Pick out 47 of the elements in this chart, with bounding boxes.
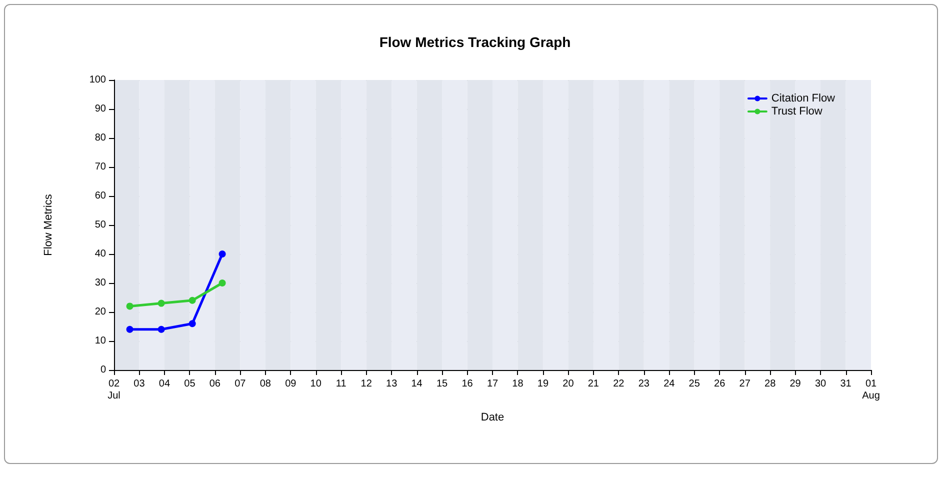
x-tick-label: 03 <box>134 378 146 390</box>
x-tick-label: 07 <box>234 378 246 390</box>
x-tick-label: 29 <box>790 378 802 390</box>
y-tick-label: 70 <box>94 162 106 172</box>
x-tick-label: 24 <box>664 378 676 390</box>
y-tick-label: 0 <box>100 364 106 376</box>
x-tick-label: 13 <box>386 378 398 390</box>
x-tick-label: 19 <box>537 378 549 390</box>
x-tick-label: 06 <box>209 378 221 390</box>
x-tick-label: 01 Aug <box>862 378 880 402</box>
x-tick-label: 11 <box>336 378 347 390</box>
y-tick-label: 60 <box>94 190 106 202</box>
y-tick-label: 40 <box>94 248 106 260</box>
x-tick-label: 09 <box>285 378 297 390</box>
y-tick-label: 30 <box>94 278 106 288</box>
x-tick-label: 26 <box>714 378 726 390</box>
x-axis-title: Date <box>480 412 504 424</box>
x-tick-label: 14 <box>411 378 423 390</box>
x-tick-label: 27 <box>739 378 751 390</box>
x-tick-label: 16 <box>462 378 474 390</box>
x-tick-label: 15 <box>436 378 448 390</box>
y-tick-label: 100 <box>89 74 106 86</box>
x-tick-label: 21 <box>588 378 600 390</box>
y-tick-label: 50 <box>94 220 106 230</box>
x-tick-label: 22 <box>613 378 625 390</box>
x-tick-label: 23 <box>638 378 650 390</box>
x-tick-label: 10 <box>310 378 322 390</box>
x-tick-label: 12 <box>360 378 372 390</box>
x-tick-label: 20 <box>562 378 574 390</box>
y-axis-title: Flow Metrics <box>42 194 54 256</box>
x-tick-label: 25 <box>688 378 700 390</box>
legend-label: Citation Flow <box>771 92 836 104</box>
x-tick-label: 28 <box>764 378 776 390</box>
x-tick-label: 17 <box>486 378 498 390</box>
x-tick-label: 18 <box>512 378 524 390</box>
y-tick-label: 90 <box>94 104 106 114</box>
y-tick-label: 10 <box>94 336 106 346</box>
x-tick-label: 04 <box>158 378 170 390</box>
chart-title: Flow Metrics Tracking Graph <box>379 34 571 50</box>
x-tick-label: 31 <box>840 378 852 390</box>
x-tick-label: 02 Jul <box>108 378 120 402</box>
legend-label: Trust Flow <box>771 106 822 118</box>
x-tick-label: 30 <box>814 378 827 390</box>
y-tick-label: 20 <box>94 306 106 318</box>
x-tick-label: 05 <box>184 378 196 390</box>
x-tick-label: 08 <box>260 378 272 390</box>
y-tick-label: 80 <box>94 132 106 144</box>
